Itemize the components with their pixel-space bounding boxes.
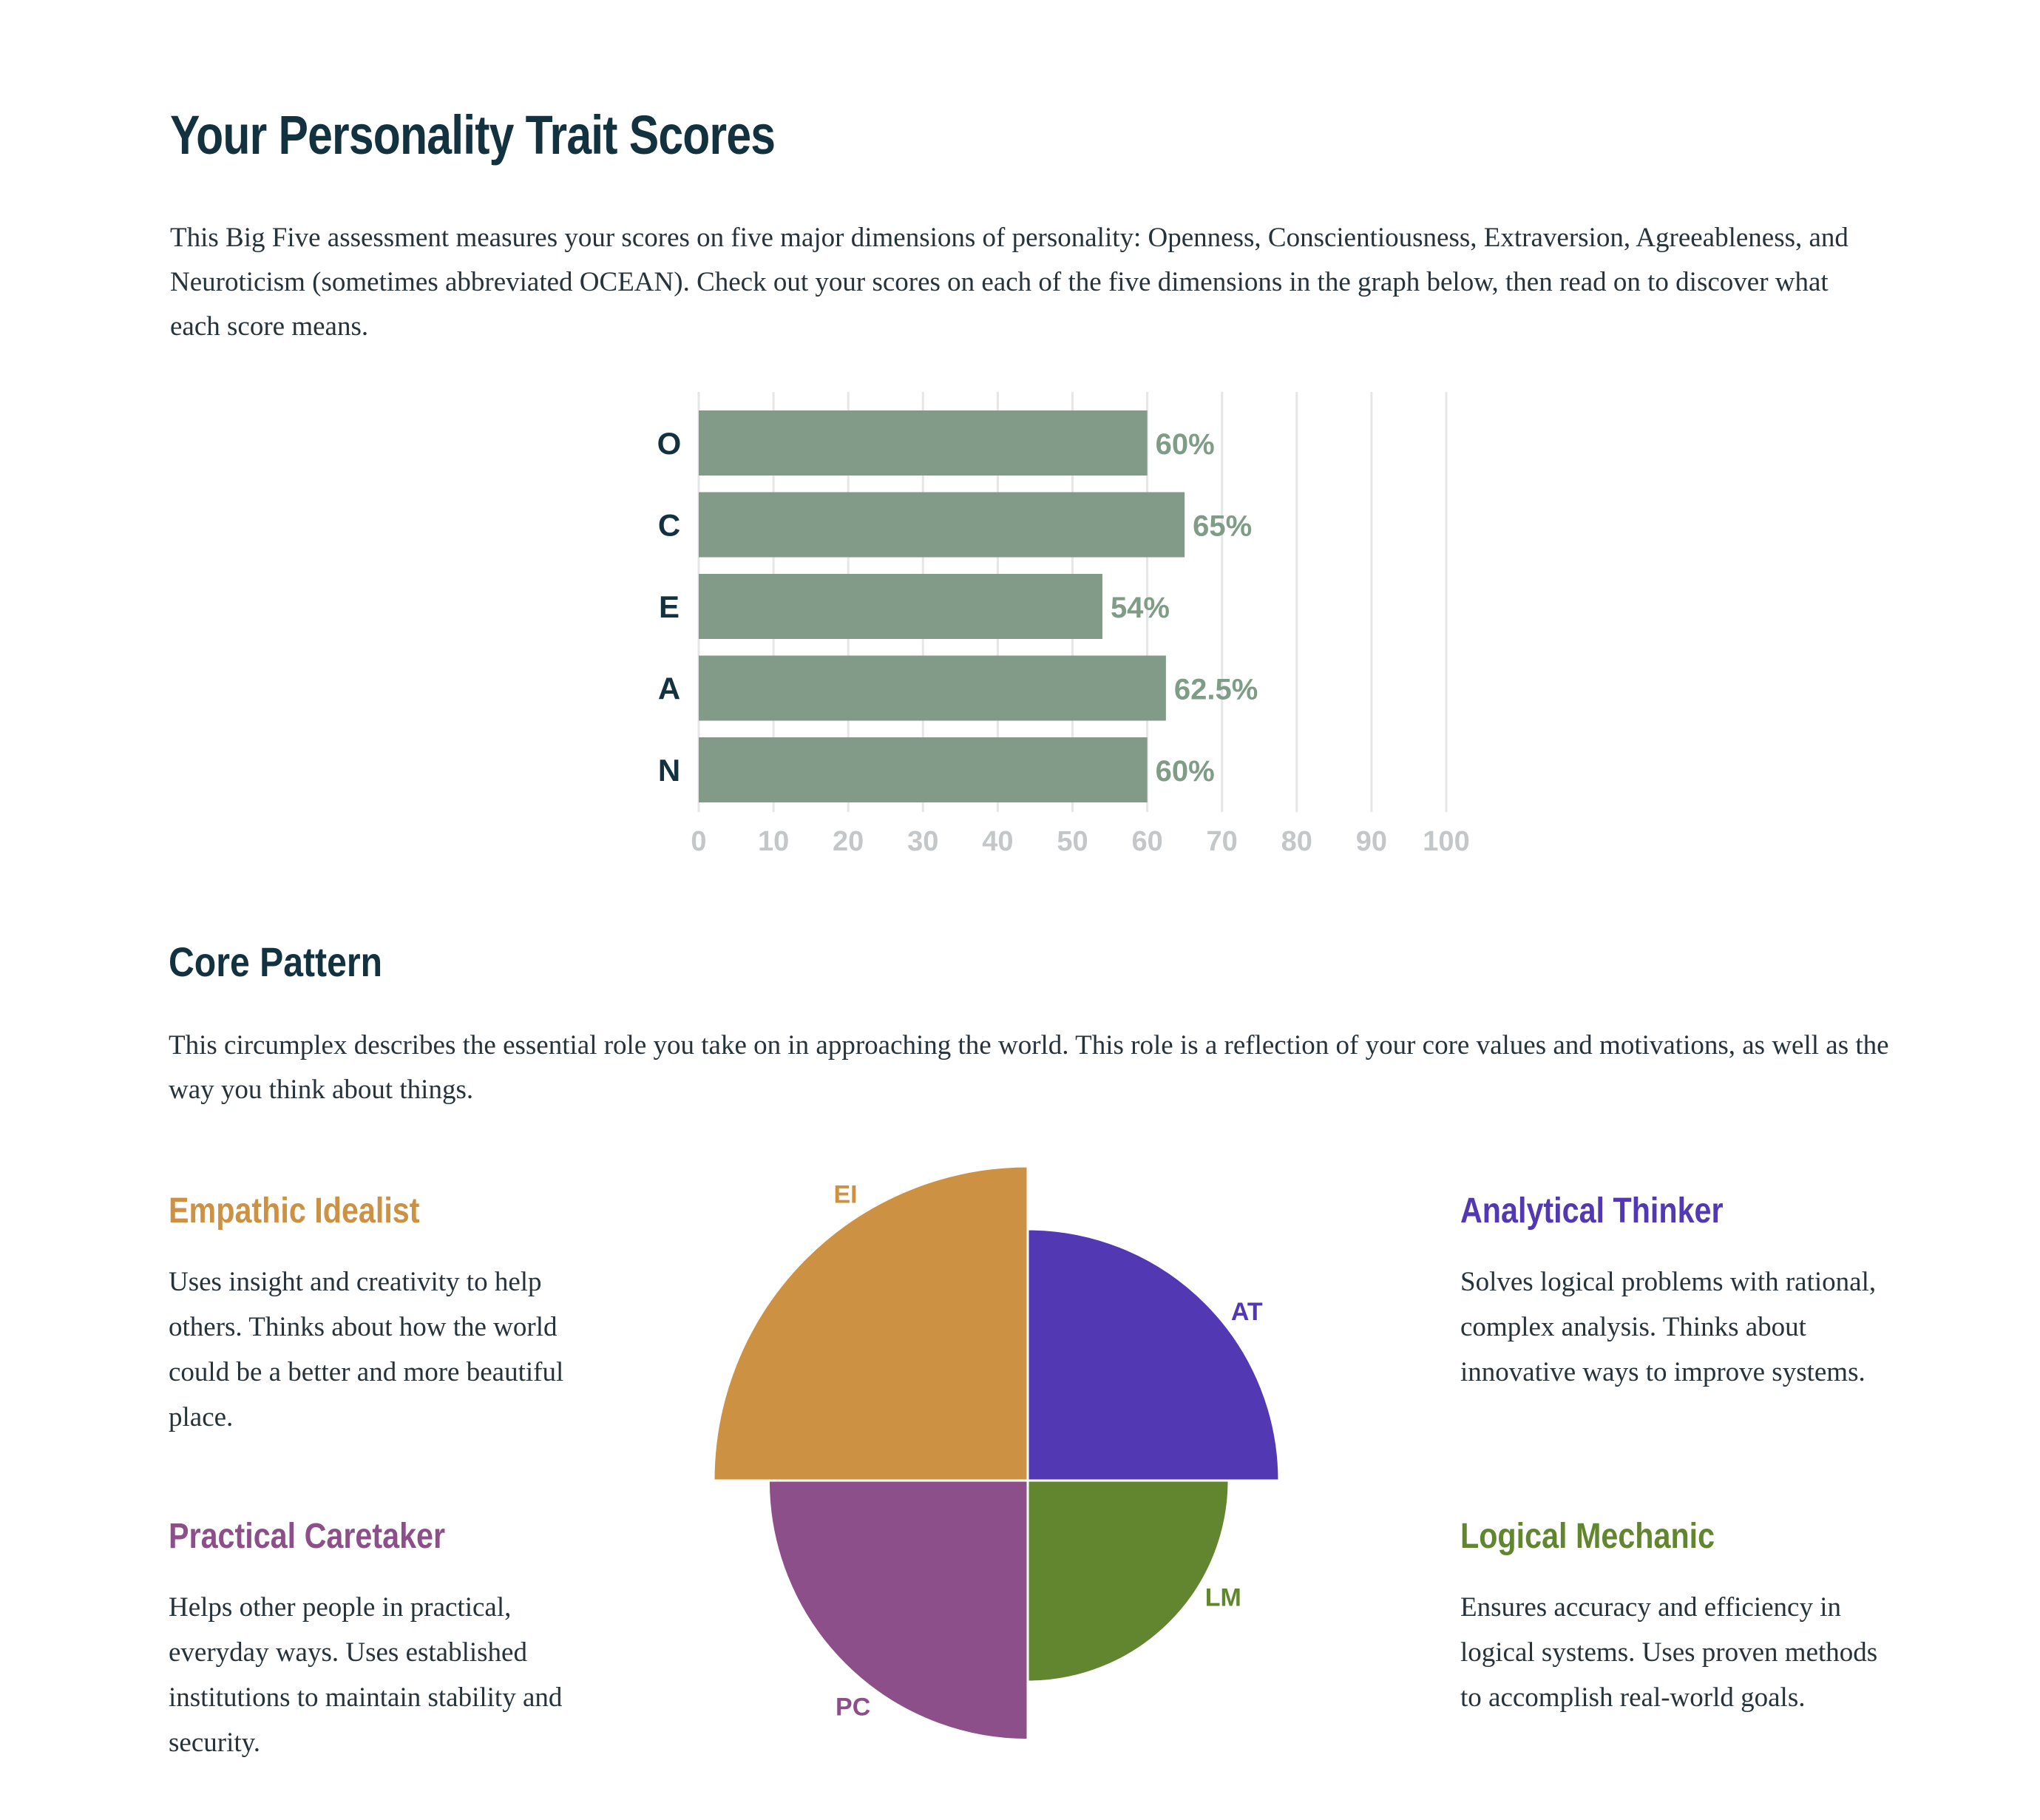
bar-c (699, 492, 1185, 558)
circumplex-label-ei: EI (833, 1181, 857, 1209)
circumplex-label-pc: PC (836, 1694, 870, 1722)
x-tick-label: 90 (1356, 826, 1387, 857)
x-tick-label: 50 (1057, 826, 1088, 857)
circumplex-wedge-pc (767, 1479, 1029, 1742)
circumplex-wedge-at (1026, 1228, 1281, 1482)
core-pattern-circumplex: EI AT PC LM (712, 1165, 1281, 1742)
type-title-ei: Empathic Idealist (169, 1191, 420, 1231)
bar-o (699, 410, 1148, 476)
value-label-n: 60% (1156, 755, 1215, 788)
value-label-o: 60% (1156, 428, 1215, 461)
x-tick-label: 60 (1131, 826, 1162, 857)
x-tick-label: 20 (833, 826, 864, 857)
bar-e (699, 574, 1102, 639)
category-label-o: O (657, 426, 682, 461)
type-practical-caretaker: Practical Caretaker Helps other people i… (169, 1516, 612, 1765)
type-title-pc: Practical Caretaker (169, 1517, 446, 1556)
x-tick-label: 80 (1281, 826, 1312, 857)
x-tick-label: 100 (1423, 826, 1469, 857)
circumplex-label-at: AT (1231, 1298, 1263, 1326)
type-logical-mechanic: Logical Mechanic Ensures accuracy and ef… (1460, 1516, 1904, 1720)
circumplex-wedge-lm (1026, 1479, 1230, 1683)
bar-a (699, 655, 1166, 721)
circumplex-wedge-ei (712, 1165, 1029, 1482)
type-desc-at: Solves logical problems with rational, c… (1460, 1267, 1877, 1387)
type-analytical-thinker: Analytical Thinker Solves logical proble… (1460, 1191, 1904, 1395)
category-label-n: N (658, 753, 680, 788)
bar-n (699, 737, 1148, 802)
type-title-lm: Logical Mechanic (1460, 1517, 1715, 1556)
value-label-e: 54% (1111, 592, 1170, 624)
category-label-a: A (658, 671, 680, 706)
value-label-a: 62.5% (1174, 674, 1258, 706)
page-title: Your Personality Trait Scores (170, 104, 776, 166)
value-label-c: 65% (1193, 510, 1252, 543)
type-desc-pc: Helps other people in practical, everyda… (169, 1592, 563, 1758)
x-tick-label: 10 (758, 826, 789, 857)
x-tick-label: 0 (691, 826, 706, 857)
trait-bar-chart: 60% 65% 54% 62.5% 60% O C E A N 0 10 20 30 40 50 60 70 8… (657, 392, 1470, 857)
circumplex-label-lm: LM (1205, 1583, 1241, 1611)
x-tick-label: 30 (907, 826, 938, 857)
core-pattern-title: Core Pattern (169, 938, 383, 985)
x-tick-label: 40 (982, 826, 1013, 857)
category-label-e: E (659, 589, 680, 624)
category-label-c: C (658, 508, 680, 543)
intro-paragraph: This Big Five assessment measures your s… (170, 223, 1848, 342)
core-pattern-intro: This circumplex describes the essential … (169, 1030, 1889, 1105)
type-desc-ei: Uses insight and creativity to help othe… (169, 1267, 564, 1432)
type-title-at: Analytical Thinker (1460, 1191, 1724, 1231)
x-tick-label: 70 (1207, 826, 1238, 857)
type-empathic-idealist: Empathic Idealist Uses insight and creat… (169, 1191, 612, 1440)
type-desc-lm: Ensures accuracy and efficiency in logic… (1460, 1592, 1878, 1713)
